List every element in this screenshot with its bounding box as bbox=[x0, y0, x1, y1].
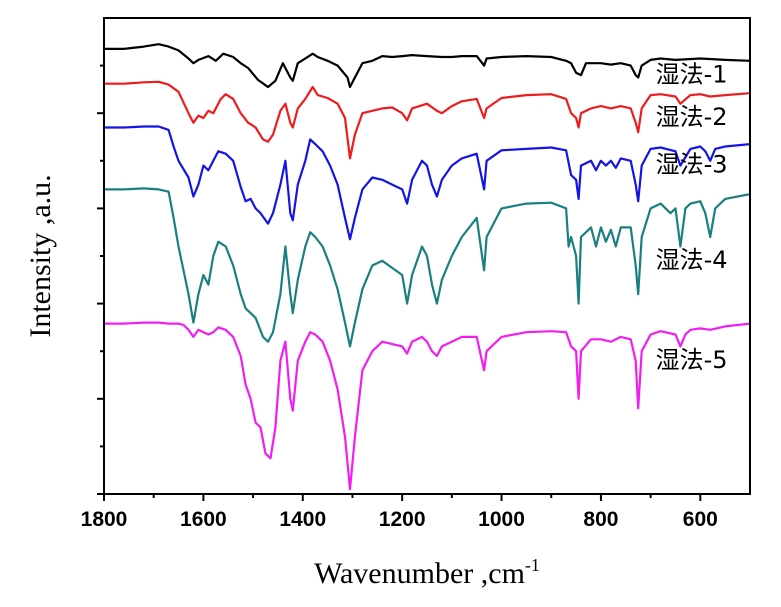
series-line-3 bbox=[104, 125, 750, 241]
series-line-4 bbox=[104, 187, 750, 348]
x-tick-label: 1400 bbox=[279, 508, 326, 531]
series-line-1 bbox=[104, 43, 750, 89]
series-label-4: 湿法-4 bbox=[656, 246, 728, 274]
x-axis-title: Wavenumber ,cm-1 bbox=[314, 555, 540, 590]
x-tick-label: 1600 bbox=[180, 508, 227, 531]
series-label-5: 湿法-5 bbox=[656, 346, 728, 374]
series-layer bbox=[104, 43, 750, 491]
series-line-2 bbox=[104, 80, 750, 160]
x-tick-label: 1000 bbox=[478, 508, 525, 531]
series-label-1: 湿法-1 bbox=[656, 60, 728, 88]
x-axis-title-text: Wavenumber ,cm bbox=[314, 557, 525, 590]
x-tick-label: 600 bbox=[683, 508, 718, 531]
x-tick-label: 800 bbox=[583, 508, 618, 531]
series-label-2: 湿法-2 bbox=[656, 103, 728, 131]
x-axis-title-superscript: -1 bbox=[525, 555, 540, 575]
x-tick-label: 1200 bbox=[379, 508, 426, 531]
x-tick-label: 1800 bbox=[81, 508, 128, 531]
series-line-5 bbox=[104, 321, 750, 491]
y-axis-title: Intensity ,a.u. bbox=[24, 174, 57, 337]
y-axis bbox=[97, 64, 104, 495]
legend-labels: 湿法-1 湿法-2 湿法-3 湿法-4 湿法-5 bbox=[656, 60, 728, 374]
x-axis: 1800 1600 1400 1200 1000 800 600 bbox=[81, 494, 718, 531]
series-label-3: 湿法-3 bbox=[656, 151, 728, 179]
